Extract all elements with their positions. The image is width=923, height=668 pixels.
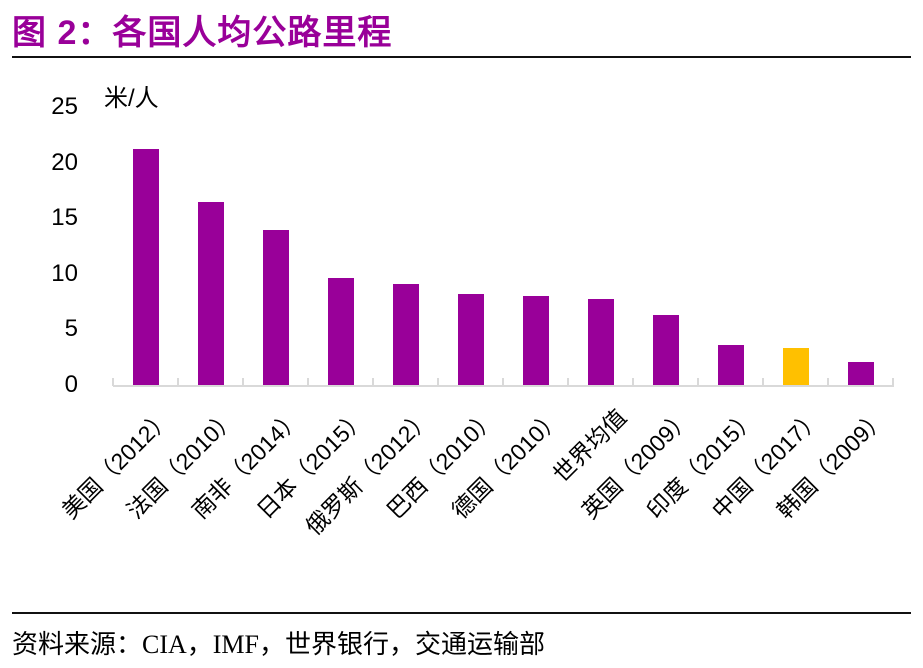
x-axis-tick [502,378,504,386]
x-axis-tick [762,378,764,386]
bar-4 [392,283,419,385]
x-axis-tick [307,378,309,386]
y-axis-tick-label: 10 [51,259,78,287]
x-axis-tick [372,378,374,386]
bar-0 [132,149,159,385]
title-divider-line [12,56,911,58]
y-axis-tick-label: 15 [51,204,78,232]
x-axis-tick [437,378,439,386]
bar-9 [717,344,744,385]
y-axis-unit-label: 米/人 [104,85,159,112]
footer-divider-line [12,612,911,614]
x-axis-tick [567,378,569,386]
bar-11 [847,361,874,385]
x-axis-tick [892,378,894,386]
y-axis-tick-label: 5 [64,315,78,343]
x-axis-tick [112,378,114,386]
x-axis-tick [242,378,244,386]
bar-10 [782,348,809,385]
y-axis-tick-label: 0 [64,371,78,398]
x-axis-tick [632,378,634,386]
y-axis-tick-label: 20 [51,148,78,176]
x-axis-tick [697,378,699,386]
bar-3 [327,278,354,385]
bar-6 [522,296,549,385]
data-source-note: 资料来源：CIA，IMF，世界银行，交通运输部 [12,630,546,659]
bar-7 [587,299,614,385]
x-axis-line [113,385,894,387]
bar-2 [262,230,289,385]
y-axis-tick-label: 25 [51,93,78,120]
bar-8 [652,314,679,385]
bar-5 [457,293,484,385]
bar-1 [197,201,224,385]
figure-title: 图 2：各国人均公路里程 [12,14,393,52]
x-axis-tick [177,378,179,386]
x-axis-tick [827,378,829,386]
